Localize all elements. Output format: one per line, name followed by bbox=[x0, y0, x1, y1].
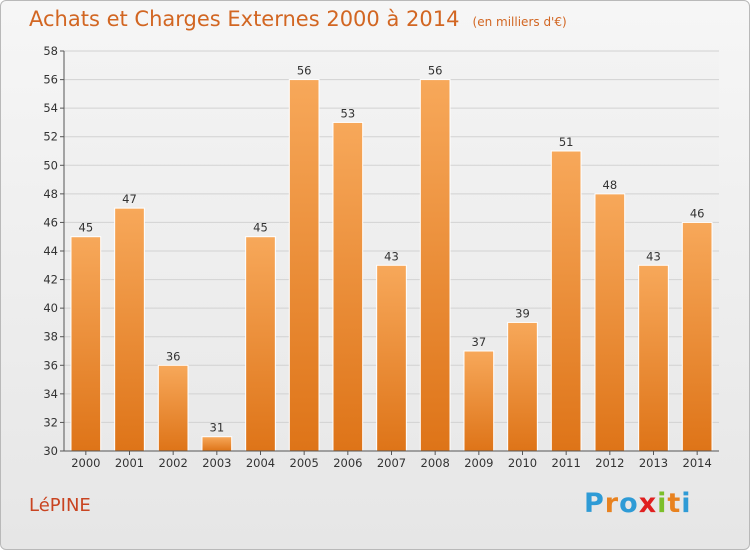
data-label: 53 bbox=[341, 106, 356, 120]
y-tick-label: 36 bbox=[43, 358, 58, 372]
bars: 45 47 36 31 45 56 53 43 56 37 39 51 48 43 46 bbox=[70, 64, 713, 452]
data-label: 39 bbox=[515, 306, 530, 320]
x-tick-label: 2008 bbox=[421, 456, 450, 470]
x-tick-label: 2002 bbox=[159, 456, 188, 470]
place-name: LéPINE bbox=[29, 495, 91, 516]
y-tick-label: 44 bbox=[43, 244, 58, 258]
bar-2013 bbox=[638, 264, 669, 452]
bar-2010 bbox=[507, 321, 538, 452]
data-label: 37 bbox=[472, 335, 487, 349]
bar-2001 bbox=[114, 207, 145, 452]
x-tick-label: 2003 bbox=[202, 456, 231, 470]
bar-2000 bbox=[70, 236, 102, 452]
data-label: 48 bbox=[603, 178, 618, 192]
x-tick-label: 2000 bbox=[71, 456, 100, 470]
brand-letter: x bbox=[638, 488, 658, 519]
x-tick-label: 2001 bbox=[115, 456, 144, 470]
data-label: 45 bbox=[79, 221, 94, 235]
brand-letter: t bbox=[667, 488, 682, 519]
data-label: 36 bbox=[166, 349, 181, 363]
y-tick-label: 50 bbox=[43, 158, 58, 172]
x-tick-label: 2011 bbox=[552, 456, 581, 470]
x-tick-label: 2006 bbox=[333, 456, 362, 470]
data-label: 31 bbox=[210, 421, 225, 435]
x-tick-label: 2005 bbox=[290, 456, 319, 470]
y-tick-label: 46 bbox=[43, 215, 58, 229]
y-tick-label: 40 bbox=[43, 301, 58, 315]
brand-logo: Proxiti bbox=[584, 488, 692, 519]
y-tick-label: 42 bbox=[43, 273, 58, 287]
y-tick-label: 32 bbox=[43, 415, 58, 429]
data-label: 45 bbox=[253, 221, 268, 235]
bar-2012 bbox=[594, 193, 626, 452]
y-tick-label: 48 bbox=[43, 187, 58, 201]
y-tick-label: 30 bbox=[43, 444, 58, 458]
x-tick-label: 2009 bbox=[464, 456, 493, 470]
x-tick-label: 2004 bbox=[246, 456, 275, 470]
chart-title-block: Achats et Charges Externes 2000 à 2014 (… bbox=[29, 7, 567, 31]
chart-title: Achats et Charges Externes 2000 à 2014 bbox=[29, 7, 460, 31]
data-label: 43 bbox=[384, 249, 399, 263]
bar-2002 bbox=[157, 364, 189, 452]
y-tick-label: 56 bbox=[43, 73, 58, 87]
brand-letter: r bbox=[604, 488, 620, 519]
brand-letter: o bbox=[619, 488, 639, 519]
x-tick-label: 2013 bbox=[639, 456, 668, 470]
y-tick-label: 34 bbox=[43, 387, 58, 401]
y-tick-label: 38 bbox=[43, 330, 58, 344]
bar-2009 bbox=[463, 350, 495, 452]
bar-2006 bbox=[332, 121, 364, 452]
bar-2011 bbox=[550, 150, 582, 452]
bar-2008 bbox=[419, 79, 451, 452]
bar-2014 bbox=[681, 221, 713, 452]
bar-2003 bbox=[201, 436, 233, 452]
x-tick-label: 2007 bbox=[377, 456, 406, 470]
data-label: 43 bbox=[646, 249, 661, 263]
data-label: 56 bbox=[428, 64, 443, 78]
data-label: 51 bbox=[559, 135, 574, 149]
x-tick-label: 2012 bbox=[595, 456, 624, 470]
brand-letter: i bbox=[681, 488, 692, 519]
axes: 30 32 34 36 38 40 42 44 46 48 50 52 54 56 58 2000 2001 20… bbox=[43, 44, 719, 470]
bar-2007 bbox=[376, 264, 407, 452]
brand-letter: i bbox=[657, 488, 668, 519]
x-tick-label: 2010 bbox=[508, 456, 537, 470]
data-label: 56 bbox=[297, 64, 312, 78]
brand-letter: P bbox=[584, 488, 605, 519]
bar-2005 bbox=[288, 79, 320, 452]
y-tick-label: 52 bbox=[43, 130, 58, 144]
x-tick-label: 2014 bbox=[683, 456, 712, 470]
y-tick-label: 58 bbox=[43, 44, 58, 58]
data-label: 47 bbox=[122, 192, 137, 206]
y-tick-label: 54 bbox=[43, 101, 58, 115]
bar-2004 bbox=[245, 236, 276, 452]
chart-subtitle: (en milliers d'€) bbox=[472, 15, 567, 29]
data-label: 46 bbox=[690, 206, 705, 220]
